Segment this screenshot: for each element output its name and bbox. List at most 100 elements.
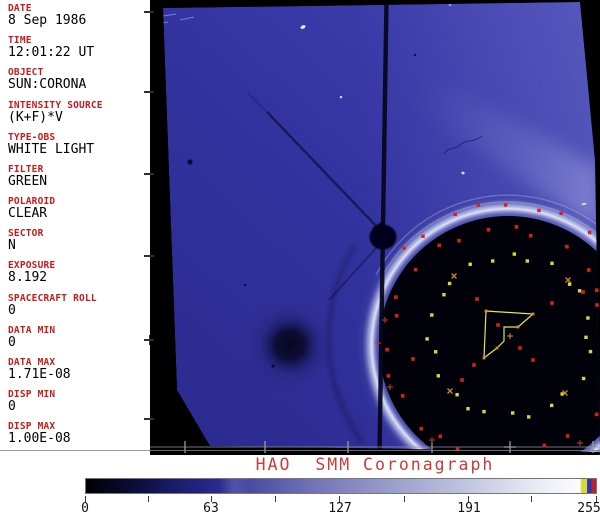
inner-yellow-ring-dot bbox=[525, 259, 529, 263]
metadata-field-disp-max: DISP MAX 1.00E-08 bbox=[8, 421, 148, 446]
outer-red-ring-dot bbox=[394, 295, 398, 299]
dust-speck bbox=[413, 53, 417, 57]
outer-red-ring-dot bbox=[437, 243, 441, 248]
field-value: N bbox=[8, 238, 16, 254]
outer-red-ring-dot bbox=[486, 228, 491, 232]
colorbar-major-tick bbox=[596, 496, 597, 502]
red-marker-dot bbox=[531, 358, 535, 362]
field-label: TIME bbox=[8, 35, 32, 47]
outer-red-ring-dot bbox=[542, 443, 547, 448]
rim-red-arc-dot bbox=[402, 246, 406, 250]
colorbar-major-tick bbox=[339, 496, 340, 502]
occulter-support-wire bbox=[247, 92, 268, 113]
inner-yellow-ring-dot bbox=[550, 403, 554, 408]
plus-marker bbox=[375, 340, 381, 346]
left-tick bbox=[144, 173, 154, 175]
colorbar-major-tick bbox=[85, 496, 86, 502]
field-value: GREEN bbox=[8, 173, 48, 189]
inner-yellow-ring-dot bbox=[577, 289, 582, 293]
metadata-field-data-min: DATA MIN 0 bbox=[8, 325, 148, 350]
polygon-center-cross bbox=[507, 333, 513, 339]
rim-red-arc-dot bbox=[588, 230, 592, 235]
inner-yellow-ring-dot bbox=[584, 335, 588, 339]
red-marker-dot bbox=[550, 301, 554, 305]
red-marker-dot bbox=[518, 346, 522, 350]
red-marker-dot bbox=[581, 290, 585, 294]
inner-yellow-ring-dot bbox=[436, 374, 440, 378]
film-scratch bbox=[179, 16, 195, 21]
field-label: DATE bbox=[8, 3, 32, 14]
field-value: 8.192 bbox=[8, 270, 48, 286]
inner-yellow-ring-dot bbox=[455, 393, 459, 397]
rim-red-arc-dot bbox=[559, 211, 563, 215]
dust-speck bbox=[271, 364, 275, 368]
red-marker-dot bbox=[411, 357, 415, 361]
colorbar-tick-label: 191 bbox=[457, 501, 481, 512]
outer-red-ring-dot bbox=[394, 314, 399, 318]
field-value: (K+F)*V bbox=[8, 109, 63, 125]
inner-yellow-ring-dot bbox=[560, 392, 564, 396]
bright-speck bbox=[581, 202, 587, 206]
metadata-panel: DATE 8 Sep 1986 TIME 12:01:22 UT OBJECT SUN:C… bbox=[0, 0, 150, 455]
inner-yellow-ring-dot bbox=[466, 407, 470, 411]
metadata-field-object: OBJECT SUN:CORONA bbox=[8, 67, 148, 92]
left-tick bbox=[144, 255, 154, 257]
inner-yellow-ring-dot bbox=[581, 376, 586, 381]
inner-yellow-ring-dot bbox=[588, 349, 593, 354]
colorbar-tick-label: 0 bbox=[81, 501, 89, 512]
film-scratch bbox=[163, 13, 177, 18]
colorbar-minor-tick bbox=[148, 496, 149, 502]
outer-red-ring-dot bbox=[455, 447, 460, 451]
bright-speck bbox=[461, 171, 465, 175]
inner-yellow-ring-dot bbox=[482, 409, 486, 414]
rim-ripple-arc bbox=[375, 194, 600, 300]
emulsion-crack bbox=[443, 135, 483, 155]
inner-yellow-ring-dot bbox=[447, 281, 452, 286]
field-label: DATA MIN bbox=[8, 324, 56, 336]
polygon-vertex-dot bbox=[495, 346, 499, 350]
occulting-disk bbox=[379, 216, 600, 452]
polygon-vertex-dot bbox=[484, 309, 488, 313]
red-marker-dot bbox=[475, 297, 479, 301]
coronagraph-image-area bbox=[150, 0, 600, 455]
film-scratch bbox=[163, 21, 169, 24]
red-marker-dot bbox=[595, 303, 599, 307]
rim-ripple-arc bbox=[383, 201, 600, 297]
outer-red-ring-dot bbox=[587, 268, 591, 272]
field-label: TYPE-OBS bbox=[8, 131, 56, 143]
inner-yellow-ring-dot bbox=[434, 350, 438, 354]
metadata-field-exposure: EXPOSURE 8.192 bbox=[8, 260, 148, 285]
inner-yellow-ring-dot bbox=[491, 259, 495, 263]
left-tick bbox=[144, 11, 154, 13]
field-label: SECTOR bbox=[8, 228, 44, 240]
outer-red-ring-dot bbox=[565, 434, 570, 438]
field-value: 1.00E-08 bbox=[8, 431, 71, 447]
outer-red-ring-dot bbox=[528, 233, 533, 238]
inner-yellow-ring-dot bbox=[527, 415, 531, 419]
polygon-vertex-dot bbox=[531, 312, 535, 316]
coronagraph-image bbox=[150, 0, 600, 455]
red-marker-dot bbox=[496, 323, 500, 327]
colorbar-tick-label: 255 bbox=[577, 501, 600, 512]
field-value: 1.71E-08 bbox=[8, 366, 71, 382]
polygon-vertex-dot bbox=[482, 356, 486, 360]
bright-speck bbox=[339, 95, 343, 99]
polygon-vertex-dot bbox=[516, 325, 520, 329]
metadata-field-date: DATE 8 Sep 1986 bbox=[8, 3, 148, 28]
outer-red-ring-dot bbox=[514, 225, 519, 229]
occulter-support-wire bbox=[266, 111, 381, 231]
x-marker bbox=[447, 388, 453, 394]
field-value: 0 bbox=[8, 399, 16, 415]
rim-red-arc-dot bbox=[421, 234, 425, 238]
overlay-markers-layer bbox=[375, 203, 599, 451]
rim-red-arc-dot bbox=[503, 203, 508, 207]
field-value: SUN:CORONA bbox=[8, 77, 87, 93]
colorbar-minor-tick bbox=[404, 496, 405, 502]
bright-speck bbox=[300, 25, 306, 29]
left-tick bbox=[144, 91, 154, 93]
field-label: EXPOSURE bbox=[8, 260, 56, 272]
field-label: INTENSITY SOURCE bbox=[8, 99, 103, 111]
outer-red-ring-dot bbox=[400, 394, 405, 398]
outer-red-ring-dot bbox=[457, 238, 461, 243]
